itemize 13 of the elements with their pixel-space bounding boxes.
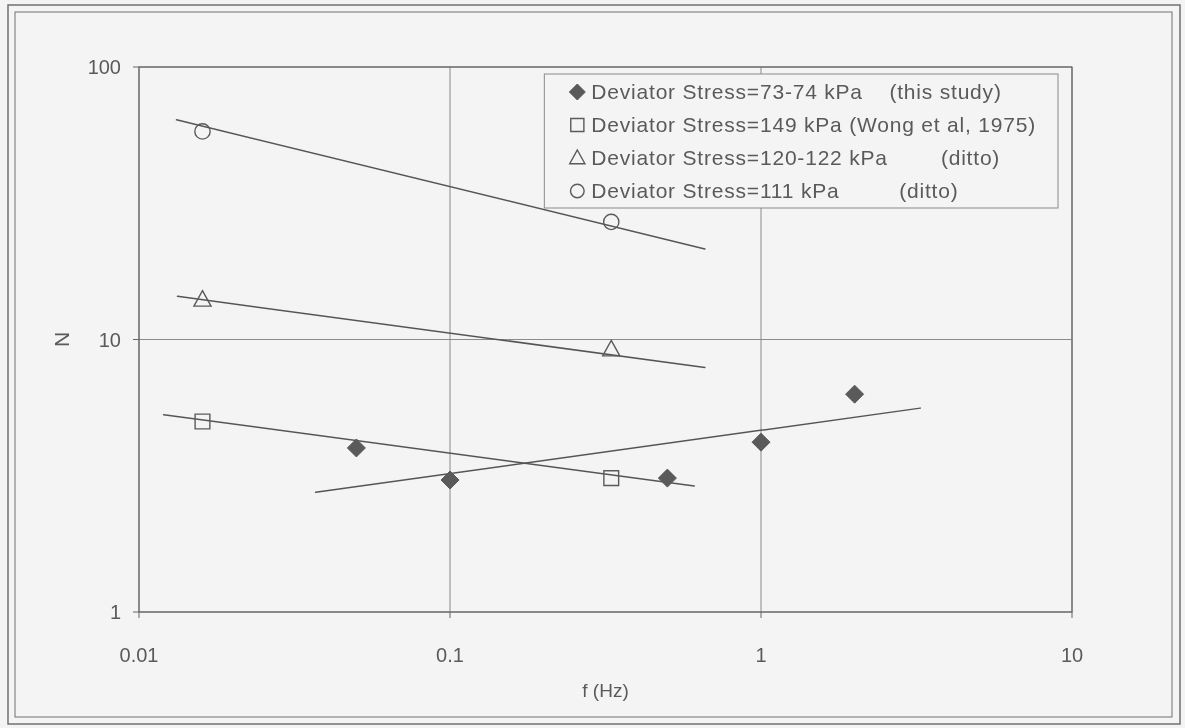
x-tick-label: 0.1 [436, 644, 464, 666]
legend-label: Deviator Stress=149 kPa (Wong et al, 1975) [591, 113, 1037, 137]
legend-label: Deviator Stress=120-122 kPa (ditto) [591, 146, 1001, 170]
y-tick-label: 1 [109, 601, 121, 623]
legend-label: Deviator Stress=111 kPa (ditto) [591, 179, 959, 203]
y-tick-label: 100 [87, 56, 121, 78]
x-tick-label: 1 [755, 644, 767, 666]
y-tick-label: 10 [98, 328, 121, 351]
x-axis-title: f (Hz) [582, 680, 629, 701]
x-tick-label: 10 [1060, 644, 1084, 666]
x-tick-label: 0.01 [119, 644, 159, 666]
legend-label: Deviator Stress=73-74 kPa (this study) [591, 80, 1002, 104]
y-axis-title: N [50, 331, 74, 348]
